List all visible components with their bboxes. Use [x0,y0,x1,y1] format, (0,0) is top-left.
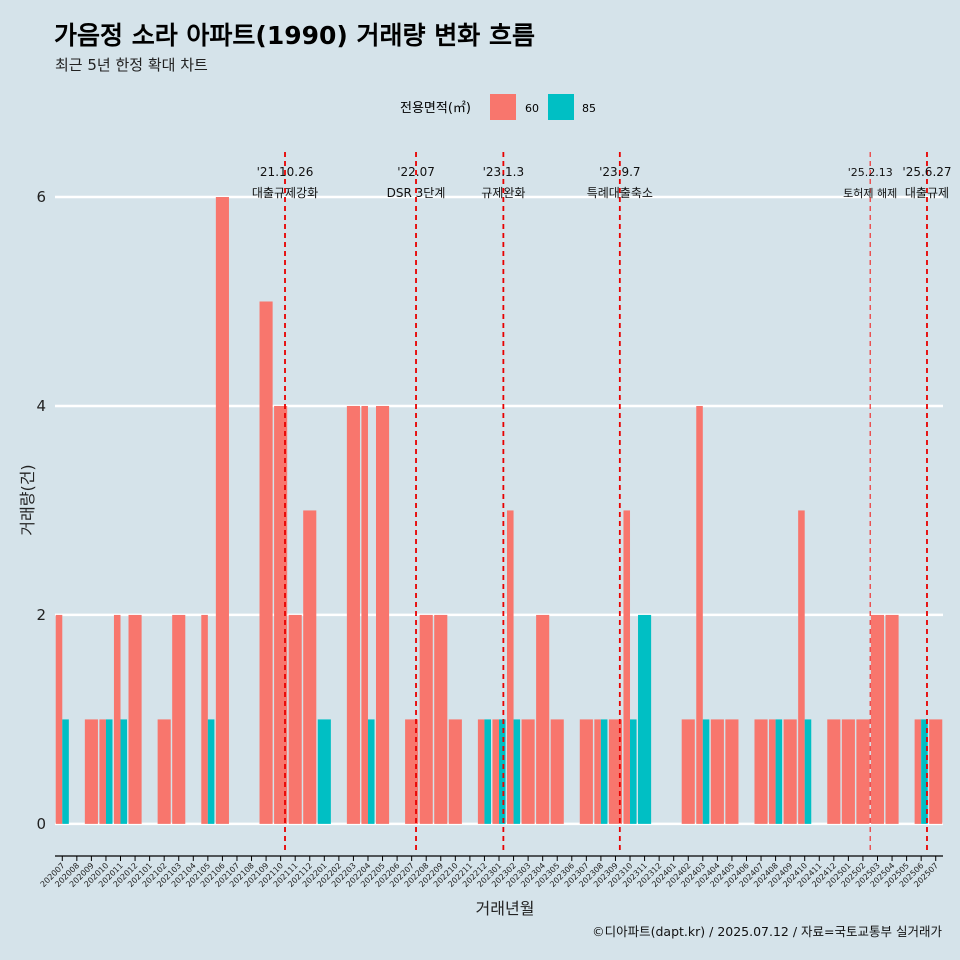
bar-60 [608,719,623,824]
bar-85 [600,719,608,824]
chart-title: 가음정 소라 아파트(1990) 거래량 변화 흐름 [54,21,535,50]
bar-60 [914,719,922,824]
bar-60 [55,614,63,824]
caption: ©디아파트(dapt.kr) / 2025.07.12 / 자료=국토교통부 실… [592,924,942,939]
bar-60 [405,719,419,824]
bar-60 [841,719,855,824]
event-label: 특례대출축소 [587,186,653,200]
bar-60 [128,614,142,824]
legend-swatch-60 [490,94,516,120]
bar-60 [696,405,703,824]
event-label: 토허제 해제 [843,186,897,200]
bar-85 [702,719,710,824]
chart-subtitle: 최근 5년 한정 확대 차트 [55,56,208,74]
bar-60 [710,719,724,824]
legend-label-60: 60 [525,102,539,115]
bar-60 [798,510,805,824]
bar-60 [769,719,776,824]
bar-85 [62,719,69,824]
bar-60 [361,405,368,824]
x-axis-label: 거래년월 [476,899,535,918]
bar-60 [929,719,943,824]
bar-85 [921,719,928,824]
event-date: '21.10.26 [257,165,314,179]
event-date: '23.9.7 [599,165,640,179]
legend-swatch-85 [548,94,574,120]
bar-85 [317,719,331,824]
bar-60 [623,510,631,824]
bar-60 [346,405,360,824]
bar-85 [638,614,652,824]
bar-85 [120,719,128,824]
bar-60 [303,510,317,824]
bar-60 [536,614,550,824]
bar-60 [375,405,390,824]
bar-85 [367,719,375,824]
event-label: 규제완화 [481,186,525,200]
bars [55,197,943,824]
bar-60 [157,719,171,824]
y-axis-label: 거래량(건) [18,464,37,535]
bar-60 [783,719,797,824]
bar-60 [550,719,564,824]
bar-60 [521,719,535,824]
bar-85 [499,719,506,824]
event-date: '23.1.3 [483,165,524,179]
bar-60 [681,719,695,824]
bar-85 [775,719,783,824]
bar-85 [484,719,491,824]
event-label: 대출규제 [905,186,949,200]
x-axis: 2020072020082020092020102020112020122021… [39,855,943,889]
bar-85 [804,719,812,824]
bar-60 [579,719,593,824]
bar-60 [594,719,601,824]
bar-60 [827,719,841,824]
bar-60 [885,614,899,824]
event-date: '25.6.27 [902,165,951,179]
legend: 전용면적(㎡) 60 85 [400,94,596,120]
y-tick-label: 6 [36,188,46,206]
event-date: '22.07 [397,165,435,179]
y-tick-label: 2 [36,606,46,624]
bar-60 [259,301,273,824]
bar-60 [172,614,186,824]
bar-60 [507,510,514,824]
bar-85 [630,719,637,824]
y-tick-label: 4 [36,397,46,415]
bar-60 [99,719,106,824]
bar-60 [725,719,739,824]
bar-85 [105,719,113,824]
bar-85 [207,719,215,824]
bar-60 [477,719,485,824]
bar-60 [448,719,462,824]
event-label: 대출규제강화 [252,186,318,200]
legend-label-85: 85 [582,102,596,115]
bar-60 [870,614,885,824]
bar-60 [492,719,499,824]
y-axis: 0 2 4 6 [36,188,46,833]
bar-60 [754,719,768,824]
bar-85 [513,719,521,824]
bar-60 [113,614,121,824]
legend-title: 전용면적(㎡) [400,101,471,116]
y-tick-label: 0 [36,815,46,833]
bar-60 [434,614,448,824]
event-date: '25.2.13 [848,166,893,179]
bar-60 [215,197,229,824]
event-markers: '21.10.26 대출규제강화 '22.07 DSR 3단계 '23.1.3 규제완화 '… [252,152,952,850]
bar-60 [274,405,288,824]
bar-60 [288,614,302,824]
bar-60 [856,719,870,824]
event-label: DSR 3단계 [387,186,446,200]
bar-60 [419,614,433,824]
bar-60 [84,719,98,824]
bar-60 [201,614,208,824]
